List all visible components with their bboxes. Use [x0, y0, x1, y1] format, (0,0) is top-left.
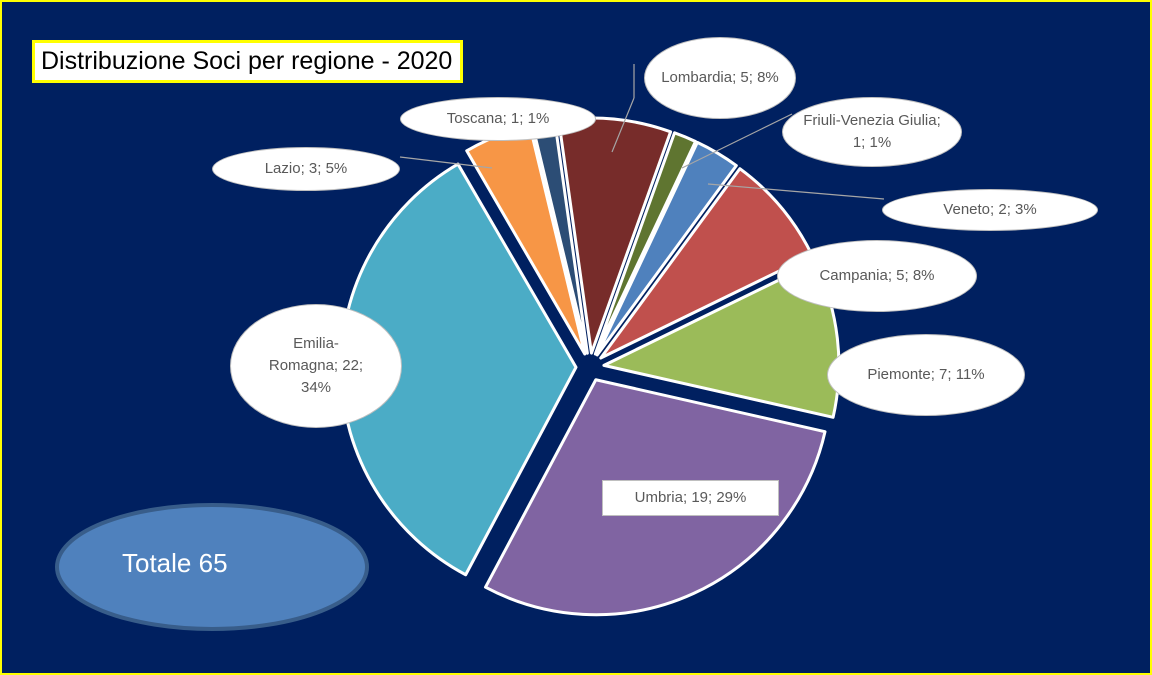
- data-label: Veneto; 2; 3%: [882, 189, 1098, 231]
- data-label: Emilia-Romagna; 22; 34%: [230, 304, 402, 428]
- data-label: Piemonte; 7; 11%: [827, 334, 1025, 416]
- total-badge: [55, 503, 369, 631]
- data-label: Umbria; 19; 29%: [602, 480, 779, 516]
- leader-line: [399, 156, 493, 169]
- pie-slice: [593, 131, 698, 356]
- chart-title: Distribuzione Soci per regione - 2020: [32, 40, 464, 83]
- leader-line: [707, 183, 885, 200]
- leader-line: [681, 113, 793, 169]
- data-label: Friuli-Venezia Giulia; 1; 1%: [782, 97, 962, 167]
- data-label: Toscana; 1; 1%: [400, 97, 596, 141]
- annotation: Totale 65: [122, 548, 228, 578]
- data-label: Lombardia; 5; 8%: [644, 37, 796, 119]
- data-label: Campania; 5; 8%: [777, 240, 977, 312]
- leader-line: [611, 97, 635, 153]
- data-label: Lazio; 3; 5%: [212, 147, 400, 191]
- pie-slice: [595, 140, 738, 357]
